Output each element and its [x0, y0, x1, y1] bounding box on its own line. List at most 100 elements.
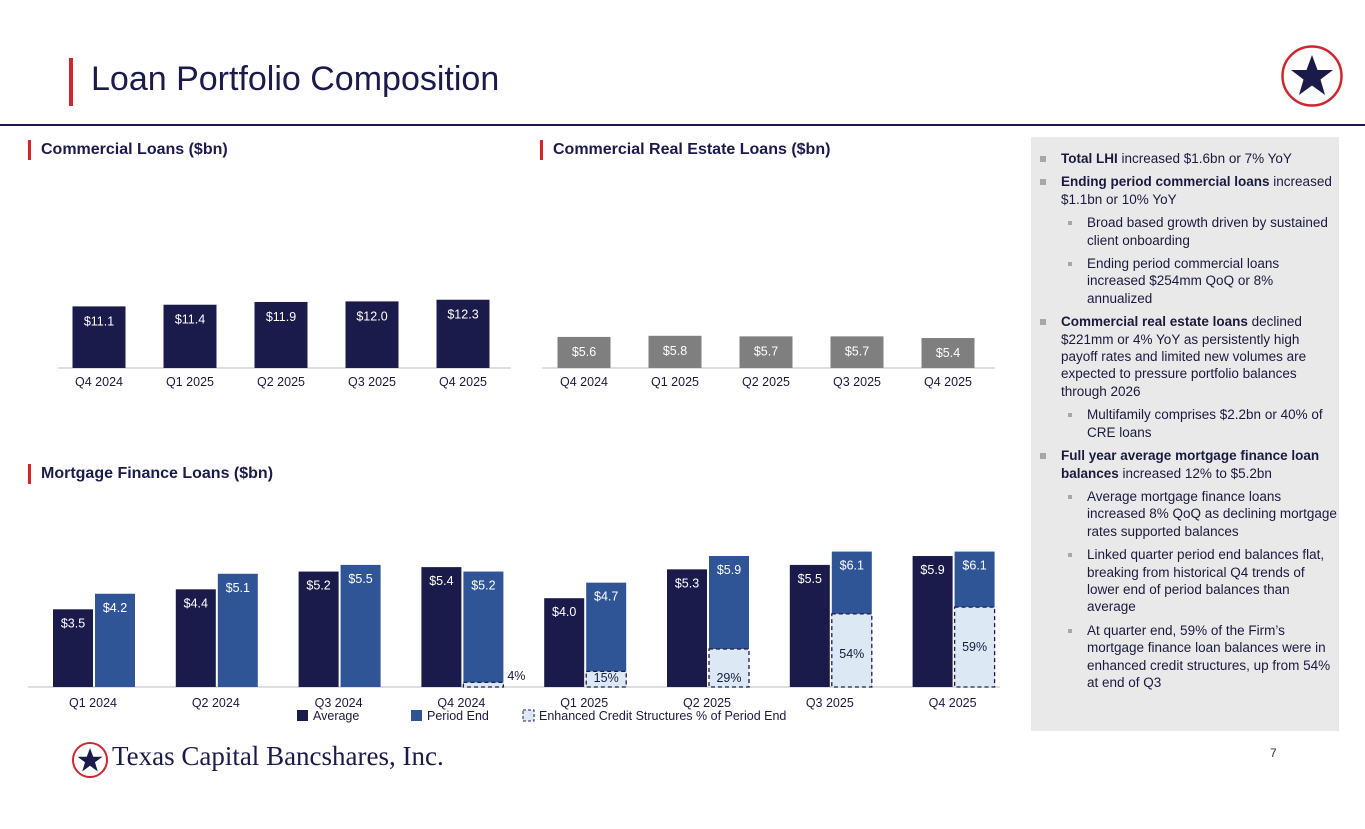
page-title: Loan Portfolio Composition [91, 60, 500, 98]
mortgage-ecs-bar [708, 648, 750, 688]
mortgage-average-bar [789, 564, 830, 687]
mortgage-period-end-label: $5.1 [226, 581, 250, 595]
cre-bar-label: $5.8 [663, 344, 687, 358]
commercial-bar-label: $11.1 [84, 314, 114, 328]
commentary-bullet-highlight: Commercial real estate loans [1061, 314, 1248, 330]
mortgage-period-end-bar [340, 564, 381, 687]
mortgage-average-bar [175, 589, 216, 687]
mortgage-average-label: $5.2 [306, 579, 330, 593]
legend-period-end-swatch [411, 710, 422, 721]
commentary-bullet-text: increased $1.6bn or 7% YoY [1117, 151, 1292, 166]
mortgage-average-bar [544, 598, 585, 687]
commercial-bar-label: $12.0 [356, 309, 387, 323]
mortgage-average-label: $3.5 [61, 616, 85, 630]
mortgage-period-end-label: $4.2 [103, 601, 127, 615]
commercial-loans-chart: $11.1 Q4 2024 $11.4 Q1 2025 $11.9 Q2 2025 $12.… [58, 299, 511, 389]
legend-period-end-label: Period End [427, 709, 489, 723]
mortgage-ecs-label: 54% [839, 647, 864, 661]
commercial-bar-label: $11.4 [175, 313, 205, 327]
mortgage-ecs-bar [831, 613, 873, 688]
commercial-loans-title: Commercial Loans ($bn) [28, 140, 228, 160]
mortgage-category-label: Q2 2024 [192, 696, 240, 710]
star-logo-icon [1281, 45, 1343, 107]
mortgage-period-end-label: $4.7 [594, 590, 618, 604]
cre-category-label: Q2 2025 [742, 375, 790, 389]
header-rule [0, 124, 1365, 126]
commercial-category-label: Q2 2025 [257, 375, 305, 389]
mortgage-period-end-bar [586, 582, 627, 687]
cre-bar [921, 338, 975, 368]
mortgage-category-label: Q2 2025 [683, 696, 731, 710]
legend-ecs-label: Enhanced Credit Structures % of Period E… [539, 709, 786, 723]
mortgage-average-label: $5.4 [429, 574, 453, 588]
commentary-bullet-highlight: Full year average mortgage finance loan … [1061, 448, 1320, 481]
mortgage-loans-chart: $3.5 $4.2 Q1 2024 $4.4 $5.1 Q2 2024 $5.2 $5.5 Q3… [28, 551, 1000, 723]
mortgage-average-label: $5.5 [798, 572, 822, 586]
title-accent-bar [69, 58, 73, 106]
cre-category-label: Q4 2024 [560, 375, 608, 389]
mortgage-average-bar [298, 571, 339, 687]
commentary-bullet: Total LHI increased $1.6bn or 7% YoY [1031, 150, 1339, 167]
cre-bar [830, 336, 884, 368]
cre-bar-label: $5.7 [754, 344, 778, 358]
cre-loans-chart: $5.6 Q4 2024 $5.8 Q1 2025 $5.7 Q2 2025 $5.7 Q3 … [542, 335, 995, 389]
commentary-list: Total LHI increased $1.6bn or 7% YoY Endi… [1031, 137, 1339, 691]
mortgage-period-end-label: $5.9 [717, 563, 741, 577]
cre-bar [648, 335, 702, 368]
legend-average-label: Average [313, 709, 359, 723]
company-logo [72, 742, 108, 778]
commentary-bullet: Commercial real estate loans declined $2… [1031, 313, 1339, 400]
cre-bar [739, 336, 793, 368]
commercial-bar [163, 304, 217, 368]
commentary-bullet-text: increased 12% to $5.2bn [1118, 465, 1272, 481]
mortgage-category-label: Q3 2024 [315, 696, 363, 710]
commercial-bar [72, 306, 126, 368]
commercial-category-label: Q1 2025 [166, 375, 214, 389]
commentary-sub-bullet: Ending period commercial loans increased… [1031, 255, 1339, 307]
commentary-bullet-highlight: Ending period commercial loans [1061, 174, 1270, 190]
cre-loans-title: Commercial Real Estate Loans ($bn) [540, 140, 830, 160]
cre-bar-label: $5.4 [936, 346, 960, 360]
mortgage-average-label: $4.4 [184, 596, 208, 610]
mortgage-ecs-bar [462, 681, 505, 688]
cre-bar-label: $5.7 [845, 344, 869, 358]
commentary-bullet-text: increased $1.1bn or 10% YoY [1061, 174, 1332, 207]
mortgage-ecs-bar [585, 670, 627, 688]
commercial-bar-label: $11.9 [266, 310, 296, 324]
mortgage-category-label: Q1 2025 [560, 696, 608, 710]
mortgage-period-end-label: $6.1 [840, 559, 864, 573]
commercial-category-label: Q4 2025 [439, 375, 487, 389]
commercial-bar [436, 299, 490, 368]
commentary-bullet: Full year average mortgage finance loan … [1031, 447, 1339, 482]
mortgage-ecs-label: 59% [962, 640, 987, 654]
mortgage-category-label: Q1 2024 [69, 696, 117, 710]
mortgage-ecs-label: 15% [594, 671, 619, 685]
mortgage-average-label: $5.9 [920, 563, 944, 577]
cre-bar [557, 336, 611, 368]
cre-category-label: Q4 2025 [924, 375, 972, 389]
mortgage-category-label: Q4 2025 [929, 696, 977, 710]
mortgage-period-end-label: $5.2 [471, 579, 495, 593]
commentary-sub-bullet: Average mortgage finance loans increased… [1031, 488, 1339, 540]
commentary-sub-bullet: At quarter end, 59% of the Firm’s mortga… [1031, 622, 1339, 692]
commercial-bar [345, 301, 399, 368]
mortgage-average-label: $4.0 [552, 605, 576, 619]
page-number: 7 [1270, 746, 1277, 760]
mortgage-category-label: Q3 2025 [806, 696, 854, 710]
mortgage-loans-title: Mortgage Finance Loans ($bn) [28, 464, 273, 484]
commentary-bullet-highlight: Total LHI [1061, 151, 1118, 166]
commercial-category-label: Q3 2025 [348, 375, 396, 389]
mortgage-period-end-bar [463, 571, 504, 687]
commentary-sub-bullet: Linked quarter period end balances flat,… [1031, 546, 1339, 616]
commentary-bullet: Ending period commercial loans increased… [1031, 173, 1339, 208]
commercial-bar-label: $12.3 [447, 308, 478, 322]
cre-bar-label: $5.6 [572, 345, 596, 359]
mortgage-average-bar [53, 609, 93, 687]
mortgage-average-bar [912, 556, 953, 687]
commentary-panel: Total LHI increased $1.6bn or 7% YoY Endi… [1031, 137, 1339, 731]
mortgage-ecs-bar [953, 606, 996, 688]
company-name: Texas Capital Bancshares, Inc. [112, 741, 444, 771]
cre-category-label: Q1 2025 [651, 375, 699, 389]
legend-ecs-swatch [522, 709, 535, 722]
mortgage-period-end-bar [217, 573, 258, 687]
